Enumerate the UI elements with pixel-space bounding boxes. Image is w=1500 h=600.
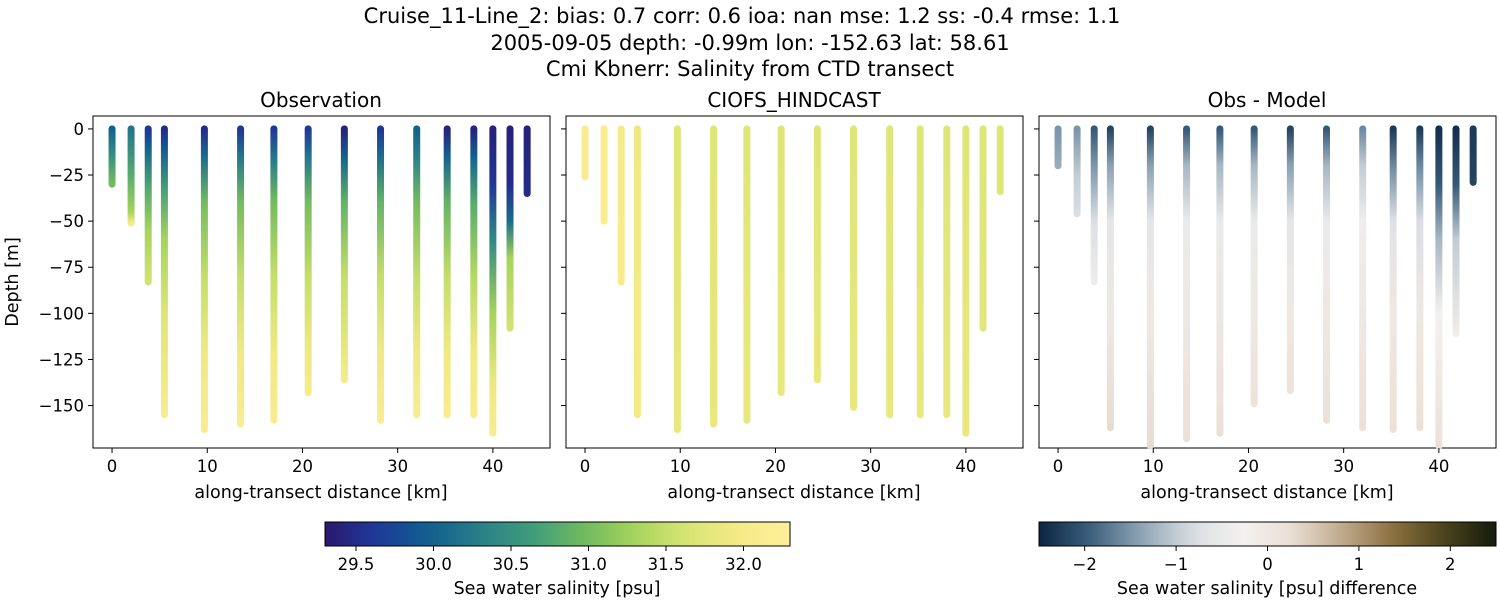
colorbar-salinity-frame [324,521,791,547]
x-ticks-ciofs-hindcast: 0 10 20 30 40 [580,448,976,476]
x-tick-label: 10 [197,457,218,476]
colorbar-salinity-gradient [325,522,790,546]
y-tick-label: −50 [49,212,84,231]
x-ticks-observation: 0 10 20 30 40 [107,448,503,476]
x-tick-label: 20 [1238,457,1259,476]
colorbar-tick-label: 2 [1445,555,1456,574]
colorbar-difference-ticks: −2 −1 0 1 2 [1073,546,1456,574]
profiles-ciofs-hindcast [581,125,1004,437]
x-tick-label: 10 [670,457,691,476]
panel-title-ciofs-hindcast: CIOFS_HINDCAST [707,88,881,112]
colorbar-tick-label: 30.0 [415,555,452,574]
x-tick-label: 0 [1053,457,1064,476]
panel-observation: Observation 0 10 20 30 40 0 −25 −50 −75 −100 −125… [3,88,551,503]
profiles-observation [108,125,531,437]
y-tick-label: 0 [74,120,85,139]
y-ticks-obs-minus-model [1034,128,1039,407]
x-tick-label: 20 [292,457,313,476]
y-tick-label: −125 [39,350,84,369]
colorbar-tick-label: 32.0 [725,555,762,574]
colorbar-difference-label: Sea water salinity [psu] difference [1117,579,1417,599]
y-ticks-ciofs-hindcast [561,128,566,407]
x-axis-label-observation: along-transect distance [km] [194,483,447,503]
figure-title-line-3: Cmi Kbnerr: Salinity from CTD transect [546,57,954,81]
profiles-obs-minus-model [1054,125,1477,450]
x-tick-label: 30 [1333,457,1354,476]
x-ticks-obs-minus-model: 0 10 20 30 40 [1053,448,1449,476]
colorbar-tick-label: 29.5 [338,555,375,574]
x-tick-label: 30 [387,457,408,476]
panel-title-observation: Observation [260,88,382,112]
y-tick-label: −100 [39,304,84,323]
x-tick-label: 30 [860,457,881,476]
x-tick-label: 40 [482,457,503,476]
y-axis-label: Depth [m] [3,237,23,327]
x-tick-label: 40 [955,457,976,476]
colorbar-tick-label: −2 [1073,555,1097,574]
x-axis-label-obs-minus-model: along-transect distance [km] [1140,483,1393,503]
x-axis-label-ciofs-hindcast: along-transect distance [km] [667,483,920,503]
y-tick-label: −75 [49,258,84,277]
colorbar-difference-gradient [1039,522,1496,546]
colorbar-tick-label: −1 [1164,555,1188,574]
colorbar-tick-label: 31.0 [570,555,607,574]
colorbar-difference: −2 −1 0 1 2 Sea water salinity [psu] differe… [1038,521,1497,599]
panel-title-obs-minus-model: Obs - Model [1208,88,1327,112]
figure-title-line-2: 2005-09-05 depth: -0.99m lon: -152.63 la… [490,31,1009,55]
colorbar-salinity-label: Sea water salinity [psu] [454,579,661,599]
figure-title-line-1: Cruise_11-Line_2: bias: 0.7 corr: 0.6 io… [364,4,1121,29]
colorbar-salinity: 29.5 30.0 30.5 31.0 31.5 32.0 Sea water salin… [324,521,791,599]
x-tick-label: 40 [1428,457,1449,476]
y-tick-label: −150 [39,397,84,416]
colorbar-tick-label: 0 [1262,555,1273,574]
x-tick-label: 10 [1143,457,1164,476]
colorbar-tick-label: 30.5 [493,555,530,574]
colorbar-salinity-ticks: 29.5 30.0 30.5 31.0 31.5 32.0 [338,546,762,574]
x-tick-label: 0 [580,457,591,476]
x-tick-label: 20 [765,457,786,476]
panel-obs-minus-model: Obs - Model 0 10 20 30 40 along-transect dis… [1034,88,1497,503]
colorbar-tick-label: 31.5 [648,555,685,574]
x-tick-label: 0 [107,457,118,476]
colorbar-tick-label: 1 [1354,555,1365,574]
y-tick-label: −25 [49,166,84,185]
y-ticks-observation: 0 −25 −50 −75 −100 −125 −150 [39,120,93,416]
panel-ciofs-hindcast: CIOFS_HINDCAST 0 10 20 30 40 along-transect … [561,88,1024,503]
